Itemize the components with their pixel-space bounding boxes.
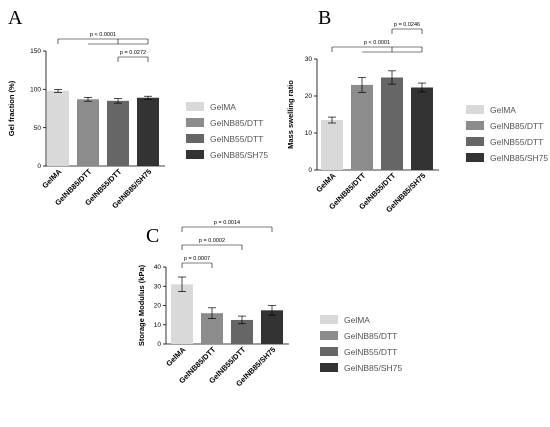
y-tick-label-a-2: 100 [30, 87, 41, 94]
chart-panel-b: B 0 10 20 30 Mass swelling ratio GelMA GelNB85… [280, 0, 550, 214]
bar-b-2 [381, 77, 403, 170]
legend-label-c-2: GelNB55/DTT [344, 347, 397, 357]
chart-b-svg: B 0 10 20 30 Mass swelling ratio GelMA GelNB85… [286, 7, 548, 214]
y-tick-label-c-4: 40 [154, 264, 162, 271]
legend-label-a-1: GelNB85/DTT [210, 118, 263, 128]
y-tick-label-b-0: 0 [308, 167, 312, 174]
legend-swatch-c-2 [320, 347, 338, 356]
chart-a-svg: A 0 50 100 150 Gel fraction (%) GelMA GelNB85/… [7, 7, 268, 210]
y-tick-label-c-3: 30 [154, 283, 162, 290]
legend-label-c-0: GelMA [344, 315, 370, 325]
bar-a-0 [47, 90, 69, 166]
p-value-label-c-2: p = 0.0014 [214, 220, 240, 226]
legend-swatch-c-0 [320, 315, 338, 324]
bar-c-2 [231, 319, 253, 344]
legend-label-c-3: GelNB85/SH75 [344, 363, 402, 373]
p-value-label-a-1: p = 0.0272 [120, 50, 146, 56]
y-axis-label-b: Mass swelling ratio [286, 80, 295, 149]
y-tick-label-a-3: 150 [30, 48, 41, 55]
legend-label-a-3: GelNB85/SH75 [210, 150, 268, 160]
p-value-label-c-0: p = 0.0007 [184, 256, 210, 262]
legend-label-b-0: GelMA [490, 105, 516, 115]
y-axis-label-c: Storage Modulus (kPa) [137, 264, 146, 346]
panel-letter-a: A [8, 7, 23, 29]
p-value-label-b-1: p = 0.0246 [394, 22, 420, 28]
y-tick-label-b-1: 10 [305, 130, 313, 137]
bar-b-3 [411, 87, 433, 170]
chart-panel-c: C 0 10 20 30 40 Storage Modulus (kPa) GelMA Gel… [130, 214, 430, 427]
y-tick-label-a-0: 0 [37, 163, 41, 170]
y-tick-label-a-1: 50 [34, 125, 42, 132]
legend-swatch-c-1 [320, 331, 338, 340]
legend-swatch-c-3 [320, 363, 338, 372]
panel-letter-c: C [146, 225, 159, 247]
y-tick-label-c-0: 0 [157, 341, 161, 348]
panel-letter-b: B [318, 7, 331, 29]
y-tick-label-b-2: 20 [305, 93, 313, 100]
legend-swatch-a-0 [186, 102, 204, 111]
y-tick-label-c-1: 10 [154, 322, 162, 329]
legend-swatch-a-3 [186, 150, 204, 159]
legend-swatch-b-2 [466, 137, 484, 146]
y-tick-label-b-3: 30 [305, 56, 313, 63]
legend-swatch-b-0 [466, 105, 484, 114]
x-category-label-c-0: GelMA [164, 345, 188, 369]
legend-label-a-0: GelMA [210, 102, 236, 112]
legend-swatch-a-2 [186, 134, 204, 143]
p-value-label-a-0: p < 0.0001 [90, 32, 116, 38]
legend-swatch-a-1 [186, 118, 204, 127]
x-category-label-a-0: GelMA [40, 167, 64, 191]
bar-c-0 [171, 284, 193, 344]
bar-a-2 [107, 100, 129, 166]
legend-label-a-2: GelNB55/DTT [210, 134, 263, 144]
legend-swatch-b-3 [466, 153, 484, 162]
bar-c-1 [201, 313, 223, 344]
chart-panel-a: A 0 50 100 150 Gel fraction (%) GelMA GelNB85/… [0, 0, 280, 214]
bar-a-1 [77, 99, 99, 166]
legend-swatch-b-1 [466, 121, 484, 130]
chart-c-svg: C 0 10 20 30 40 Storage Modulus (kPa) GelMA Gel… [137, 220, 402, 388]
y-tick-label-c-2: 20 [154, 303, 162, 310]
y-axis-label-a: Gel fraction (%) [7, 80, 16, 136]
p-value-label-c-1: p = 0.0002 [199, 238, 225, 244]
x-category-label-b-0: GelMA [314, 171, 338, 195]
bar-b-0 [321, 120, 343, 170]
legend-label-c-1: GelNB85/DTT [344, 331, 397, 341]
bar-c-3 [261, 310, 283, 344]
bar-b-1 [351, 84, 373, 170]
legend-label-b-3: GelNB85/SH75 [490, 153, 548, 163]
legend-label-b-2: GelNB55/DTT [490, 137, 543, 147]
p-value-label-b-0: p < 0.0001 [364, 40, 390, 46]
bar-a-3 [137, 97, 159, 166]
legend-label-b-1: GelNB85/DTT [490, 121, 543, 131]
